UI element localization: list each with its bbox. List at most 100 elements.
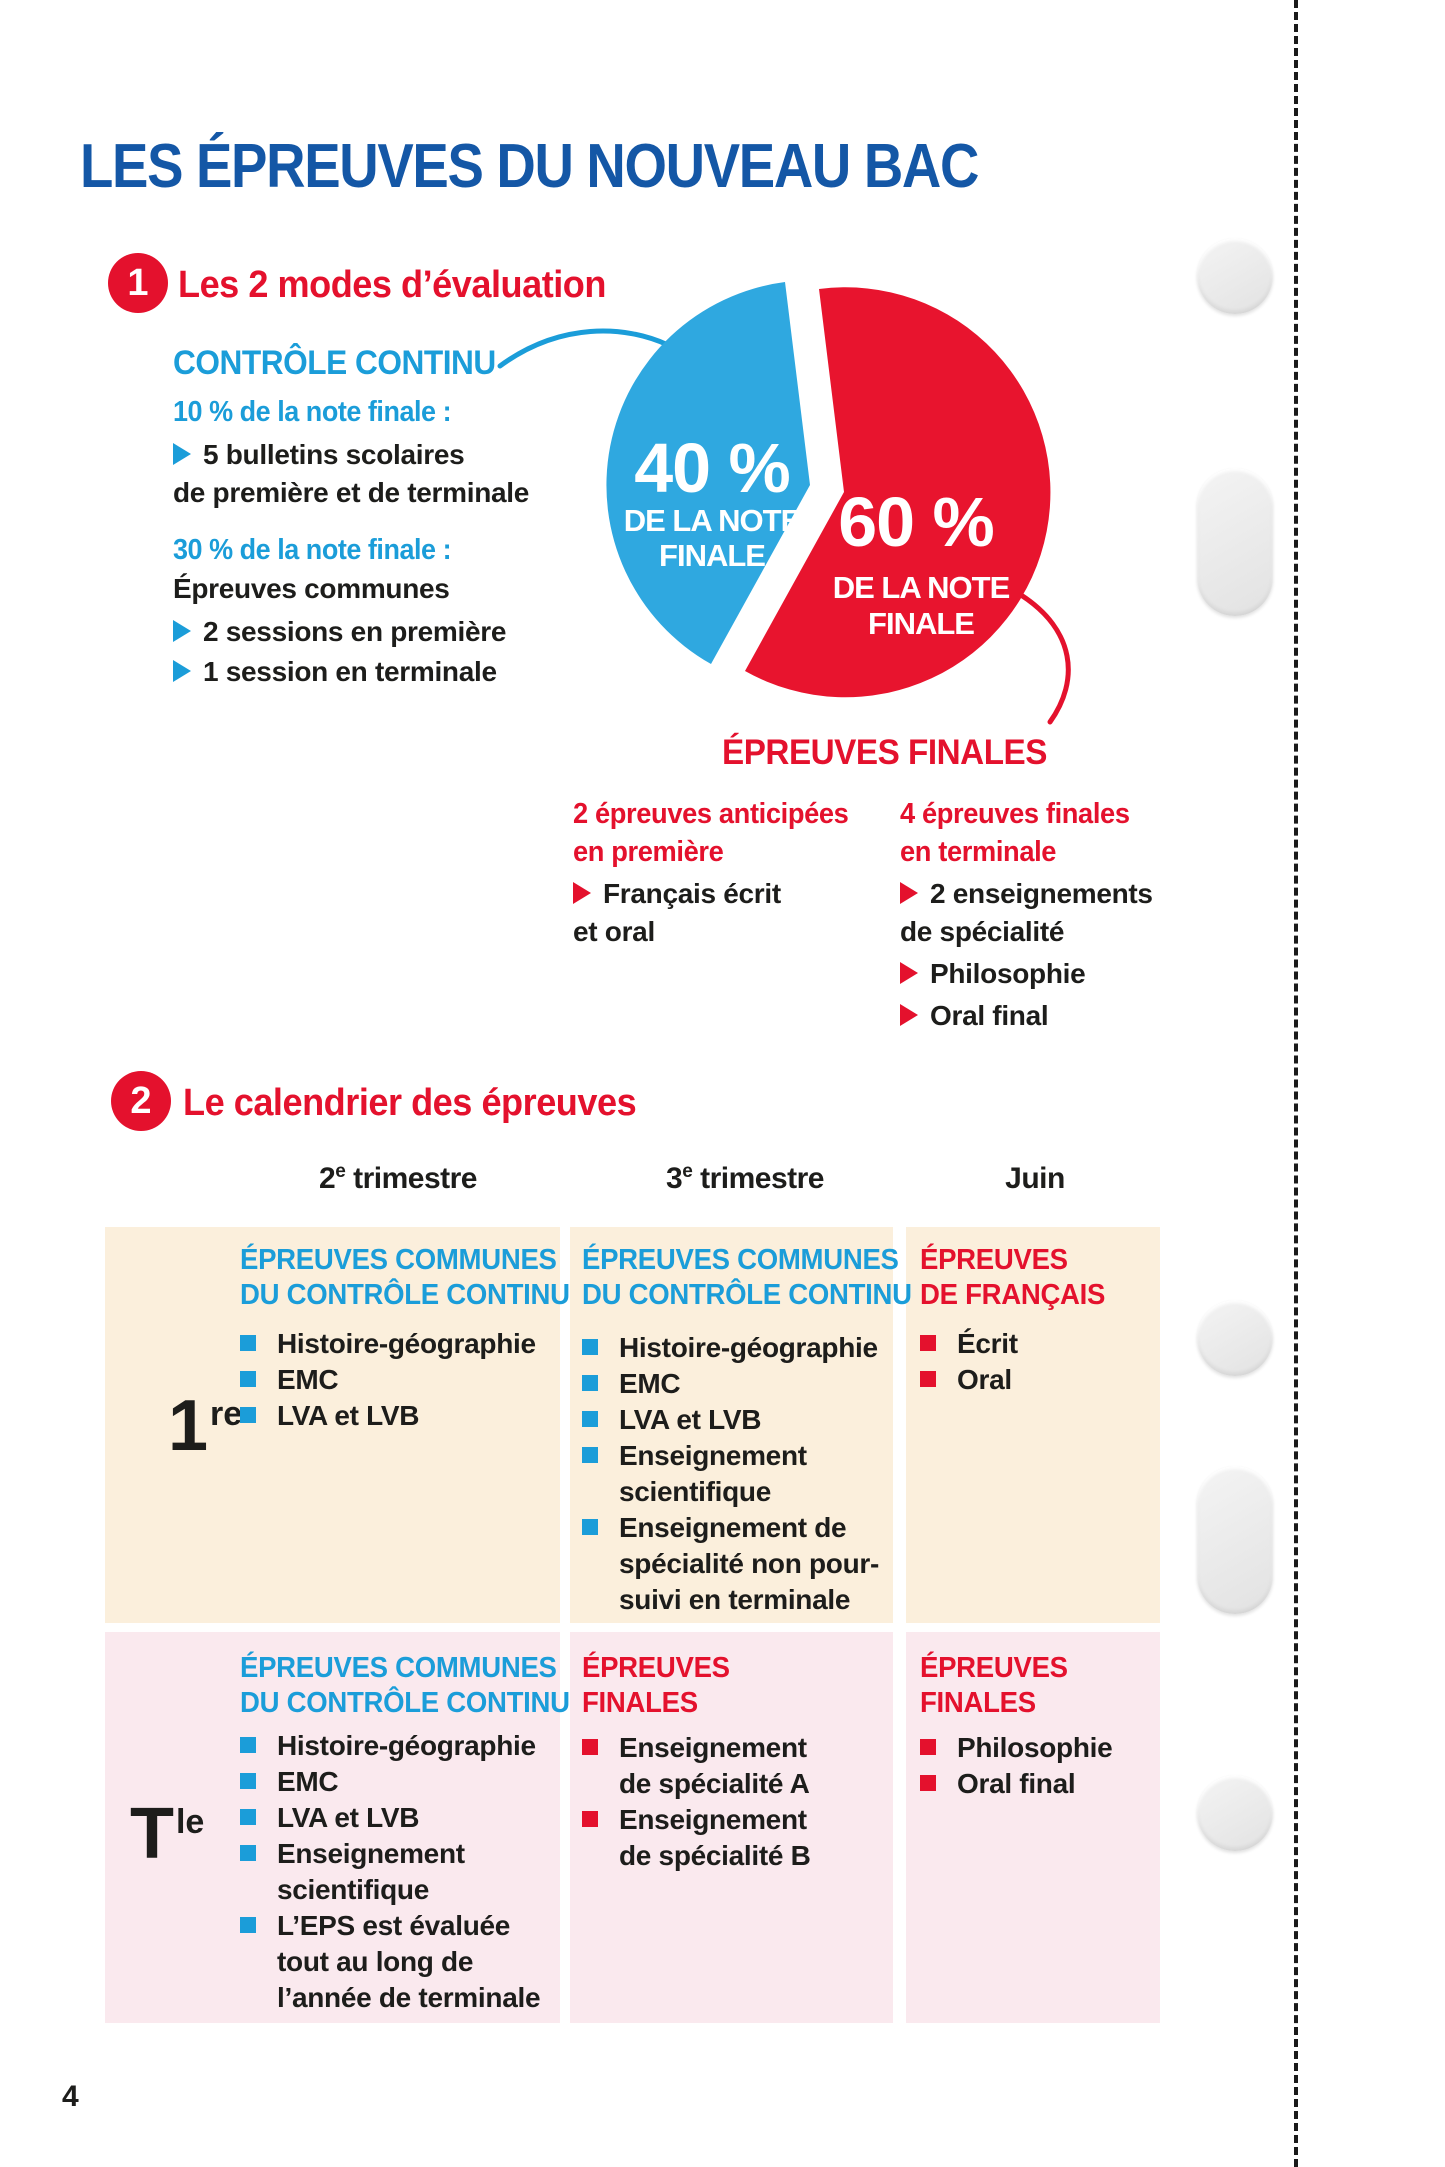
epreuves-finales-label: ÉPREUVES FINALES [722, 733, 1047, 772]
controle-continu-label: CONTRÔLE CONTINU [173, 344, 496, 382]
row-label-base: T [130, 1794, 174, 1874]
arrow-right-icon [900, 882, 918, 904]
cell-header-premiere-juin: ÉPREUVES DE FRANÇAIS [920, 1244, 1106, 1311]
pie-label-60-sub2: FINALE [868, 606, 974, 641]
column-header-trimestre-2: 2e trimestre [288, 1161, 508, 1196]
list-item: Histoire-géographie [240, 1326, 536, 1362]
finales-title-line1: 4 épreuves finales [900, 798, 1130, 830]
list-item: Histoire-géographie [582, 1330, 879, 1366]
list-item: Enseignement de spécialité A [582, 1730, 811, 1802]
header-base: Juin [1005, 1162, 1065, 1195]
list-item: Oral [920, 1362, 1018, 1398]
cell-header-terminale-juin: ÉPREUVES FINALES [920, 1652, 1068, 1719]
session-terminale-line: 1 session en terminale [173, 656, 497, 688]
section-1-badge: 1 [108, 253, 168, 313]
binder-hole [1197, 468, 1273, 616]
cell-items-terminale-t2: Histoire-géographie EMC LVA et LVB Ensei… [240, 1728, 541, 2016]
list-item: Enseignement de spécialité non pour- sui… [582, 1510, 879, 1618]
header-base: 2 [319, 1162, 336, 1195]
session-terminale-text: 1 session en terminale [203, 656, 497, 687]
row-label-premiere: 1re [168, 1390, 242, 1462]
note-10-title: 10 % de la note finale : [173, 396, 452, 428]
section-2-badge: 2 [111, 1071, 171, 1131]
header-sup: e [335, 1161, 346, 1182]
pie-label-40-pct: 40 % [634, 429, 790, 507]
cell-items-premiere-t3: Histoire-géographie EMC LVA et LVB Ensei… [582, 1330, 879, 1618]
arrow-right-icon [173, 443, 191, 465]
sessions-premiere-line: 2 sessions en première [173, 616, 506, 648]
list-item: Oral final [920, 1766, 1112, 1802]
list-item: Philosophie [920, 1730, 1113, 1766]
oral-final-text: Oral final [930, 1000, 1049, 1031]
philosophie-line: Philosophie [900, 958, 1086, 990]
binder-hole [1197, 1466, 1273, 1614]
francais-cont: et oral [573, 916, 655, 947]
table-row-premiere-cell-2-bg [570, 1227, 893, 1623]
note-30-title: 30 % de la note finale : [173, 534, 452, 566]
bulletins-cont: de première et de terminale [173, 477, 530, 508]
pie-label-60-pct: 60 % [838, 483, 994, 561]
dashed-cut-line [1294, 0, 1298, 2167]
list-item: EMC [240, 1362, 536, 1398]
bulletins-text: 5 bulletins scolaires [203, 439, 465, 470]
list-item: Enseignement de spécialité B [582, 1802, 811, 1874]
connector-line-blue [497, 328, 671, 369]
pie-label-60-sub1: DE LA NOTE [833, 570, 1010, 605]
enseignements-line: 2 enseignements [900, 878, 1153, 910]
list-item: L’EPS est évaluée tout au long de l’anné… [240, 1908, 541, 2016]
page-title: LES ÉPREUVES DU NOUVEAU BAC [80, 131, 979, 201]
table-row-terminale-cell-1-bg [105, 1632, 560, 2023]
cell-items-terminale-juin: Philosophie Oral final [920, 1730, 1113, 1802]
header-rest: trimestre [345, 1162, 477, 1195]
arrow-right-icon [900, 962, 918, 984]
page-number: 4 [62, 2080, 79, 2113]
row-label-sup: re [210, 1395, 243, 1433]
cell-items-premiere-juin: Écrit Oral [920, 1326, 1018, 1398]
arrow-right-icon [173, 620, 191, 642]
arrow-right-icon [173, 660, 191, 682]
anticipees-title-line2: en première [573, 836, 724, 868]
list-item: LVA et LVB [240, 1398, 536, 1434]
table-row-premiere-cell-3-bg [906, 1227, 1160, 1623]
cell-header-premiere-t3: ÉPREUVES COMMUNES DU CONTRÔLE CONTINU [582, 1244, 912, 1311]
cell-header-premiere-t2: ÉPREUVES COMMUNES DU CONTRÔLE CONTINU [240, 1244, 570, 1311]
list-item: EMC [582, 1366, 879, 1402]
section-1-title: Les 2 modes d’évaluation [178, 264, 606, 306]
cell-header-terminale-t3: ÉPREUVES FINALES [582, 1652, 730, 1719]
list-item: Écrit [920, 1326, 1018, 1362]
row-label-base: 1 [168, 1386, 209, 1466]
binder-hole [1197, 1300, 1273, 1376]
table-row-premiere-cell-1-bg [105, 1227, 560, 1623]
pie-slice-controle-continu [606, 282, 810, 664]
arrow-right-icon [573, 882, 591, 904]
list-item: Enseignement scientifique [240, 1836, 540, 1908]
pie-label-40-sub2: FINALE [659, 538, 765, 573]
table-row-terminale-cell-3-bg [906, 1632, 1160, 2023]
philosophie-text: Philosophie [930, 958, 1086, 989]
row-label-terminale: Tle [130, 1798, 204, 1870]
sessions-premiere-text: 2 sessions en première [203, 616, 507, 647]
francais-line: Français écrit [573, 878, 781, 910]
section-2-title: Le calendrier des épreuves [183, 1082, 637, 1124]
header-sup: e [682, 1161, 693, 1182]
cell-items-terminale-t3: Enseignement de spécialité A Enseignemen… [582, 1730, 811, 1874]
binder-hole [1197, 238, 1273, 314]
list-item: LVA et LVB [240, 1800, 540, 1836]
pie-chart: 40 % DE LA NOTE FINALE 60 % DE LA NOTE F… [497, 282, 1071, 725]
bulletins-line: 5 bulletins scolaires [173, 439, 465, 471]
finales-title-line2: en terminale [900, 836, 1057, 868]
enseignements-text: 2 enseignements [930, 878, 1153, 909]
epreuves-communes-text: Épreuves communes [173, 573, 450, 604]
connector-line-red [1018, 592, 1071, 725]
column-header-juin: Juin [925, 1161, 1145, 1196]
row-label-sup: le [175, 1803, 205, 1841]
oral-final-line: Oral final [900, 1000, 1049, 1032]
francais-text: Français écrit [603, 878, 781, 909]
pie-label-40-sub1: DE LA NOTE [624, 503, 801, 538]
cell-header-terminale-t2: ÉPREUVES COMMUNES DU CONTRÔLE CONTINU [240, 1652, 570, 1719]
pie-slice-epreuves-finales [745, 287, 1051, 698]
header-base: 3 [666, 1162, 683, 1195]
cell-items-premiere-t2: Histoire-géographie EMC LVA et LVB [240, 1326, 536, 1434]
list-item: Histoire-géographie [240, 1728, 540, 1764]
list-item: Enseignement scientifique [582, 1438, 879, 1510]
